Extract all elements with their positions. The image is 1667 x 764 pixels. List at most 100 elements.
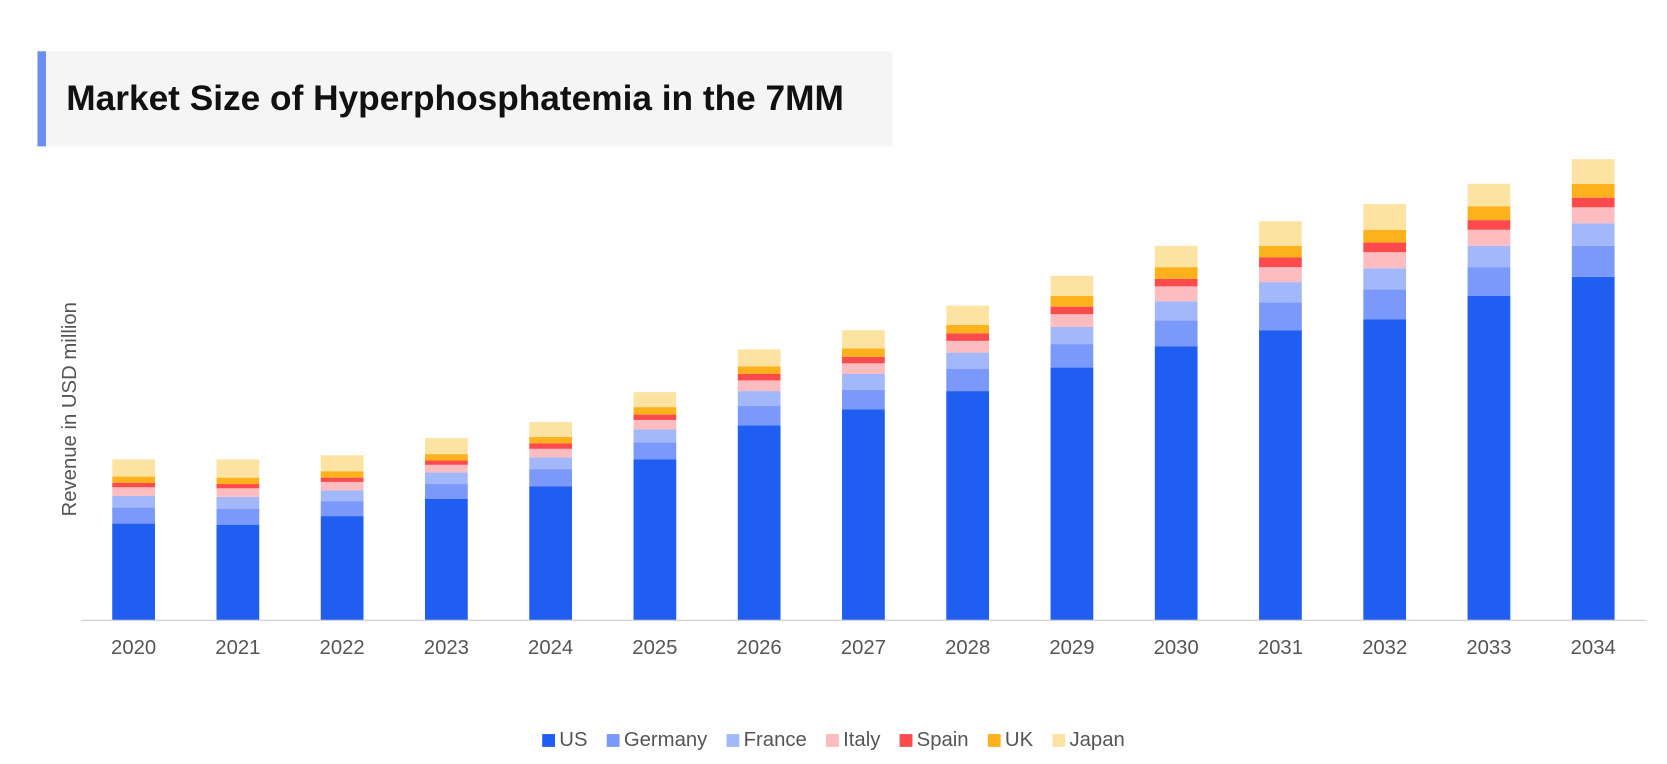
- title-accent: [37, 51, 46, 147]
- bar-segment: [1363, 289, 1407, 320]
- bar-segment: [1259, 282, 1302, 303]
- x-tick-label: 2033: [1466, 637, 1511, 659]
- bar-segment: [425, 484, 468, 500]
- bar-segment: [320, 501, 364, 517]
- x-tick-label: 2029: [1049, 637, 1094, 659]
- title-box: [37, 51, 893, 147]
- bar-segment: [1363, 268, 1407, 290]
- legend-label: France: [744, 729, 807, 751]
- legend-label: Germany: [624, 729, 708, 751]
- bar-segment: [946, 368, 990, 392]
- x-tick-label: 2024: [528, 637, 573, 659]
- bar-segment: [529, 422, 573, 438]
- bar-segment: [1050, 295, 1094, 307]
- bar-segment: [1571, 183, 1615, 198]
- bar-segment: [216, 524, 260, 620]
- bar-segment: [1467, 220, 1511, 230]
- bar-segment: [425, 464, 468, 473]
- legend-swatch: [606, 734, 620, 747]
- legend-swatch: [899, 734, 913, 747]
- x-tick-label: 2023: [424, 637, 469, 659]
- bar-segment: [1363, 204, 1407, 230]
- legend-label: Japan: [1069, 729, 1124, 751]
- bar-segment: [1259, 257, 1302, 268]
- bar-segment: [737, 406, 781, 426]
- bar-segment: [842, 373, 885, 391]
- bar-segment: [1259, 302, 1302, 331]
- x-tick-label: 2026: [737, 637, 782, 659]
- bar-segment: [1154, 267, 1198, 279]
- bar-segment: [842, 390, 885, 410]
- bar-segment: [1571, 245, 1615, 277]
- bar-segment: [216, 508, 260, 525]
- bar-segment: [1259, 330, 1302, 620]
- legend-label: Spain: [917, 729, 969, 751]
- legend-swatch: [726, 734, 740, 747]
- bar-segment: [633, 459, 677, 620]
- y-axis-label: Revenue in USD million: [59, 302, 81, 516]
- bar-segment: [1467, 206, 1511, 221]
- bar-segment: [1050, 306, 1094, 315]
- bar-segment: [737, 349, 781, 367]
- bar-segment: [1363, 319, 1407, 620]
- x-tick-label: 2022: [320, 637, 365, 659]
- bar-segment: [946, 352, 990, 369]
- bar-segment: [216, 459, 260, 478]
- bar-segment: [737, 425, 781, 620]
- bar-segment: [1363, 229, 1407, 243]
- bar-segment: [633, 442, 677, 460]
- bar-segment: [946, 324, 990, 334]
- bar-segment: [112, 476, 155, 483]
- bar-segment: [529, 486, 573, 620]
- bar-segment: [1154, 320, 1198, 347]
- bar-segment: [1050, 367, 1094, 620]
- bar-segment: [946, 391, 990, 620]
- bar-segment: [1363, 242, 1407, 253]
- legend-swatch: [542, 734, 556, 747]
- bar-segment: [1259, 245, 1302, 258]
- bar-segment: [216, 484, 260, 489]
- bar-segment: [1154, 278, 1198, 287]
- bar-segment: [425, 472, 468, 485]
- bar-segment: [1050, 326, 1094, 345]
- legend-label: US: [559, 729, 587, 751]
- legend-swatch: [826, 734, 839, 747]
- bar-segment: [1050, 314, 1094, 327]
- bar-segment: [320, 481, 364, 491]
- bar-segment: [1571, 223, 1615, 246]
- bar-segment: [633, 392, 677, 408]
- x-tick-label: 2030: [1154, 637, 1199, 659]
- bar-segment: [737, 366, 781, 374]
- x-tick-label: 2021: [215, 637, 260, 659]
- bar-segment: [842, 363, 885, 374]
- bar-segment: [1571, 276, 1615, 620]
- chart-title: Market Size of Hyperphosphatemia in the …: [66, 79, 844, 118]
- bar-segment: [842, 409, 885, 620]
- bar-segment: [425, 438, 468, 455]
- bar-segment: [529, 437, 573, 444]
- bar-segment: [425, 499, 468, 620]
- bar-segment: [946, 340, 990, 353]
- x-tick-label: 2031: [1258, 637, 1303, 659]
- bar-segment: [1467, 245, 1511, 268]
- legend-swatch: [1052, 734, 1066, 747]
- bar-segment: [112, 507, 155, 524]
- bar-segment: [425, 460, 468, 465]
- x-tick-label: 2032: [1362, 637, 1407, 659]
- bar-segment: [1154, 245, 1198, 268]
- bar-segment: [1154, 286, 1198, 302]
- bar-segment: [529, 448, 573, 458]
- bar-segment: [112, 487, 155, 496]
- bar-segment: [216, 477, 260, 485]
- x-tick-label: 2027: [841, 637, 886, 659]
- bar-segment: [320, 471, 364, 478]
- legend-label: UK: [1005, 729, 1034, 751]
- bar-segment: [633, 429, 677, 443]
- bar-segment: [1467, 229, 1511, 246]
- bar-segment: [529, 469, 573, 487]
- bar-segment: [529, 457, 573, 470]
- bar-segment: [320, 516, 364, 620]
- bar-segment: [946, 305, 990, 325]
- bar-segment: [1050, 344, 1094, 368]
